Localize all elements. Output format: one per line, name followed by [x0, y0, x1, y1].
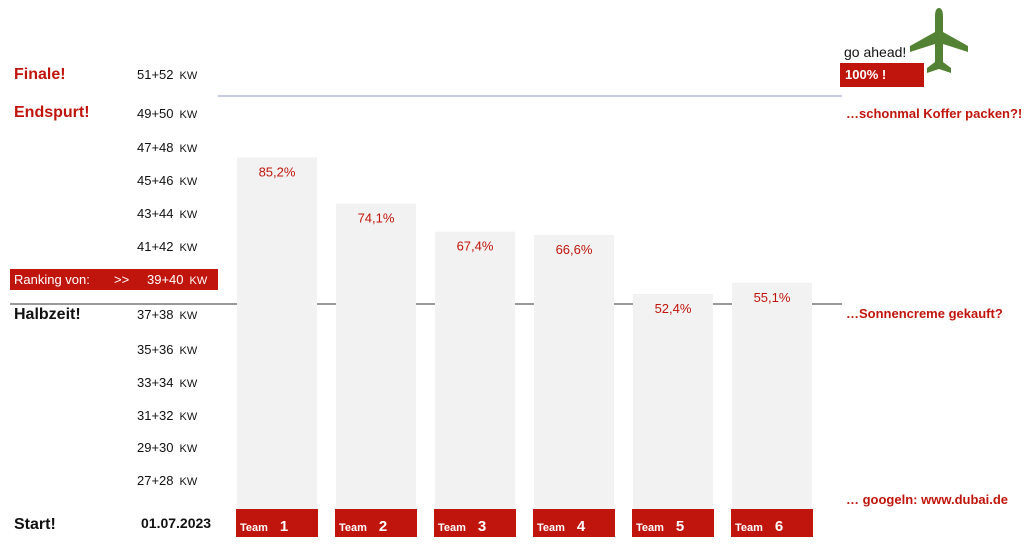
team-label-3: Team [438, 522, 466, 534]
bar-team-5 [633, 294, 713, 512]
go-ahead-text: go ahead! [844, 44, 907, 60]
team-number-5: 5 [676, 518, 684, 535]
team-label-4: Team [537, 522, 565, 534]
team-number-6: 6 [775, 518, 783, 535]
team-label-box-2 [335, 509, 417, 537]
annotation-sonnencreme: …Sonnencreme gekauft? [846, 306, 1003, 321]
week-label-41-42: 41+42 KW [137, 239, 198, 254]
data-label-team-1: 85,2% [259, 165, 296, 180]
week-label-37-38: 37+38 KW [137, 307, 198, 322]
bar-team-1 [237, 157, 317, 512]
data-label-team-4: 66,6% [556, 242, 593, 257]
ranking-label: Ranking von: [14, 272, 90, 287]
milestone-endspurt: Endspurt! [14, 104, 90, 121]
bar-team-2 [336, 203, 416, 512]
week-label-49-50: 49+50 KW [137, 106, 198, 121]
annotation-koffer: …schonmal Koffer packen?! [846, 106, 1023, 121]
annotation-googeln: … googeln: www.dubai.de [846, 492, 1009, 507]
week-label-31-32: 31+32 KW [137, 408, 198, 423]
bar-team-6 [732, 282, 812, 512]
team-label-box-6 [731, 509, 813, 537]
team-label-box-4 [533, 509, 615, 537]
milestone-halbzeit: Halbzeit! [14, 306, 81, 323]
team-label-6: Team [735, 522, 763, 534]
bar-team-4 [534, 234, 614, 512]
ranking-arrow: >> [114, 272, 130, 287]
week-label-51-52: 51+52 KW [137, 67, 198, 82]
team-number-4: 4 [577, 518, 586, 535]
data-label-team-6: 55,1% [754, 290, 791, 305]
team-label-box-1 [236, 509, 318, 537]
week-label-33-34: 33+34 KW [137, 375, 198, 390]
milestone-finale: Finale! [14, 66, 66, 83]
ranking-week: 39+40 KW [147, 272, 208, 287]
week-label-35-36: 35+36 KW [137, 342, 198, 357]
team-label-box-3 [434, 509, 516, 537]
team-label-5: Team [636, 522, 664, 534]
data-label-team-3: 67,4% [457, 239, 494, 254]
team-number-3: 3 [478, 518, 486, 535]
team-number-2: 2 [379, 518, 387, 535]
data-label-team-2: 74,1% [358, 211, 395, 226]
hundred-percent-badge: 100% ! [840, 63, 924, 87]
milestone-start: Start! [14, 516, 56, 533]
ranking-bar: Ranking von: >> 39+40 KW [10, 269, 218, 290]
airplane-icon [910, 8, 968, 73]
week-label-45-46: 45+46 KW [137, 173, 198, 188]
team-number-1: 1 [280, 518, 288, 535]
bar-team-3 [435, 231, 515, 512]
team-label-1: Team [240, 522, 268, 534]
week-label-29-30: 29+30 KW [137, 440, 198, 455]
data-label-team-5: 52,4% [655, 301, 692, 316]
week-label-43-44: 43+44 KW [137, 206, 198, 221]
team-label-2: Team [339, 522, 367, 534]
team-label-box-5 [632, 509, 714, 537]
week-label-27-28: 27+28 KW [137, 473, 198, 488]
start-date: 01.07.2023 [141, 515, 212, 531]
week-label-47-48: 47+48 KW [137, 140, 198, 155]
